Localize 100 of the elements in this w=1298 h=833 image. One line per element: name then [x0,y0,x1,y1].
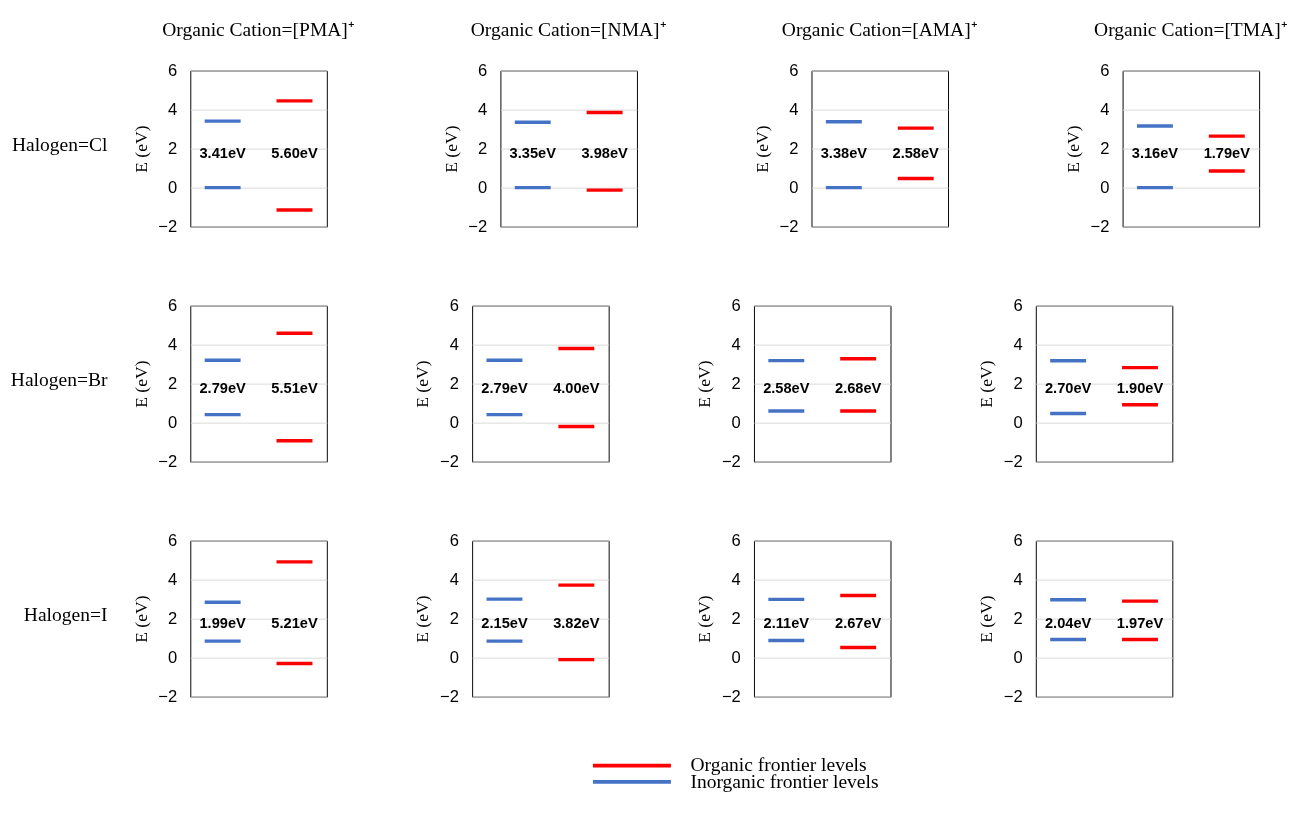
y-tick-label: 0 [449,413,459,433]
y-tick-label: 6 [478,60,488,80]
annotation: 2.79eV [199,380,247,397]
y-axis-title: E (eV) [440,125,461,173]
y-tick-label: −2 [779,217,799,236]
annotation: 4.00eV [553,380,600,397]
y-tick-label: 2 [167,609,178,629]
y-tick-label: 6 [1100,60,1110,80]
annotation: 2.11eV [763,615,810,632]
y-tick-label: −2 [158,687,178,707]
annotation: 3.98eV [581,145,629,162]
y-tick-label: 6 [789,60,799,80]
y-tick-label: 4 [731,335,741,354]
annotation: 5.51eV [271,380,318,397]
y-tick-label: 4 [1100,99,1110,119]
y-axis-title: E (eV) [130,360,151,408]
y-tick-label: 6 [731,295,741,315]
annotation: 5.60eV [271,145,318,162]
y-tick-label: −2 [158,452,178,472]
y-tick-label: 0 [449,648,459,668]
y-tick-label: 0 [731,648,741,668]
y-tick-label: −2 [158,217,178,236]
text: Halogen=Br [10,368,108,390]
y-tick-label: 4 [478,99,488,119]
y-tick-label: 0 [167,648,178,668]
y-tick-label: 2 [731,374,741,394]
y-axis-title: E (eV) [1062,125,1083,173]
annotation: 2.04eV [1044,615,1092,632]
y-tick-label: 4 [789,99,799,119]
annotation: 1.97eV [1116,615,1164,632]
annotation: 1.99eV [199,615,247,632]
y-tick-label: −2 [1090,217,1110,236]
annotation: 2.58eV [892,145,940,162]
y-axis-title: E (eV) [412,360,433,408]
y-tick-label: 0 [1100,177,1110,197]
annotation: 3.82eV [553,615,600,632]
y-tick-label: −2 [440,452,459,472]
y-tick-label: 2 [1013,374,1023,394]
y-tick-label: 4 [167,335,178,354]
y-tick-label: 0 [1013,648,1023,668]
chart-title: Organic Cation=[AMA]⁺ [781,19,978,41]
y-tick-label: 2 [1100,138,1110,158]
y-tick-label: 2 [478,138,488,158]
annotation: 3.35eV [509,145,557,162]
chart-title: Organic Cation=[NMA]⁺ [470,19,667,41]
y-tick-label: 4 [731,570,741,590]
y-tick-label: −2 [1003,687,1023,707]
y-tick-label: 0 [478,177,488,197]
y-axis-title: E (eV) [751,125,772,173]
annotation: 2.68eV [835,380,882,397]
y-tick-label: 2 [449,609,459,629]
y-tick-label: −2 [1003,452,1023,472]
y-tick-label: 6 [1013,531,1023,551]
y-tick-label: 6 [167,295,178,315]
y-tick-label: 2 [731,609,741,629]
y-tick-label: −2 [721,452,741,472]
y-tick-label: 0 [731,413,741,433]
y-axis-title: E (eV) [976,360,997,408]
annotation: 1.79eV [1203,145,1251,162]
y-tick-label: 6 [1013,295,1023,315]
y-tick-label: 4 [1013,570,1023,590]
y-axis-title: E (eV) [694,360,715,408]
y-tick-label: 6 [449,295,459,315]
y-tick-label: 0 [167,177,178,197]
annotation: 2.67eV [835,615,882,632]
y-tick-label: 2 [449,374,459,394]
y-tick-label: 6 [449,531,459,551]
y-tick-label: 6 [167,531,178,551]
y-tick-label: 4 [167,99,178,119]
y-tick-label: 2 [789,138,799,158]
annotation: 1.90eV [1116,380,1164,397]
chart-title: Organic Cation=[TMA]⁺ [1094,19,1288,41]
y-tick-label: −2 [721,687,741,707]
y-tick-label: 6 [167,60,178,80]
annotation: 2.58eV [763,380,810,397]
y-tick-label: 4 [167,570,178,590]
annotation: 2.79eV [481,380,528,397]
annotation: 3.16eV [1131,145,1179,162]
y-axis-title: E (eV) [976,595,997,643]
y-tick-label: −2 [440,687,459,707]
y-axis-title: E (eV) [130,125,151,173]
annotation: 3.38eV [820,145,868,162]
chart-title: Organic Cation=[PMA]⁺ [162,19,355,41]
y-tick-label: −2 [468,217,488,236]
y-tick-label: 6 [731,531,741,551]
y-tick-label: 4 [1013,335,1023,354]
annotation: 3.41eV [199,145,247,162]
y-tick-label: 4 [449,570,459,590]
y-tick-label: 2 [1013,609,1023,629]
y-axis-title: E (eV) [412,595,433,643]
annotation: 2.15eV [481,615,528,632]
y-tick-label: 0 [789,177,799,197]
y-tick-label: 0 [1013,413,1023,433]
text: Halogen=I [23,603,108,625]
y-tick-label: 2 [167,374,178,394]
y-tick-label: 0 [167,413,178,433]
y-axis-title: E (eV) [130,595,151,643]
text: Halogen=Cl [11,133,108,155]
y-axis-title: E (eV) [694,595,715,643]
annotation: 5.21eV [271,615,318,632]
